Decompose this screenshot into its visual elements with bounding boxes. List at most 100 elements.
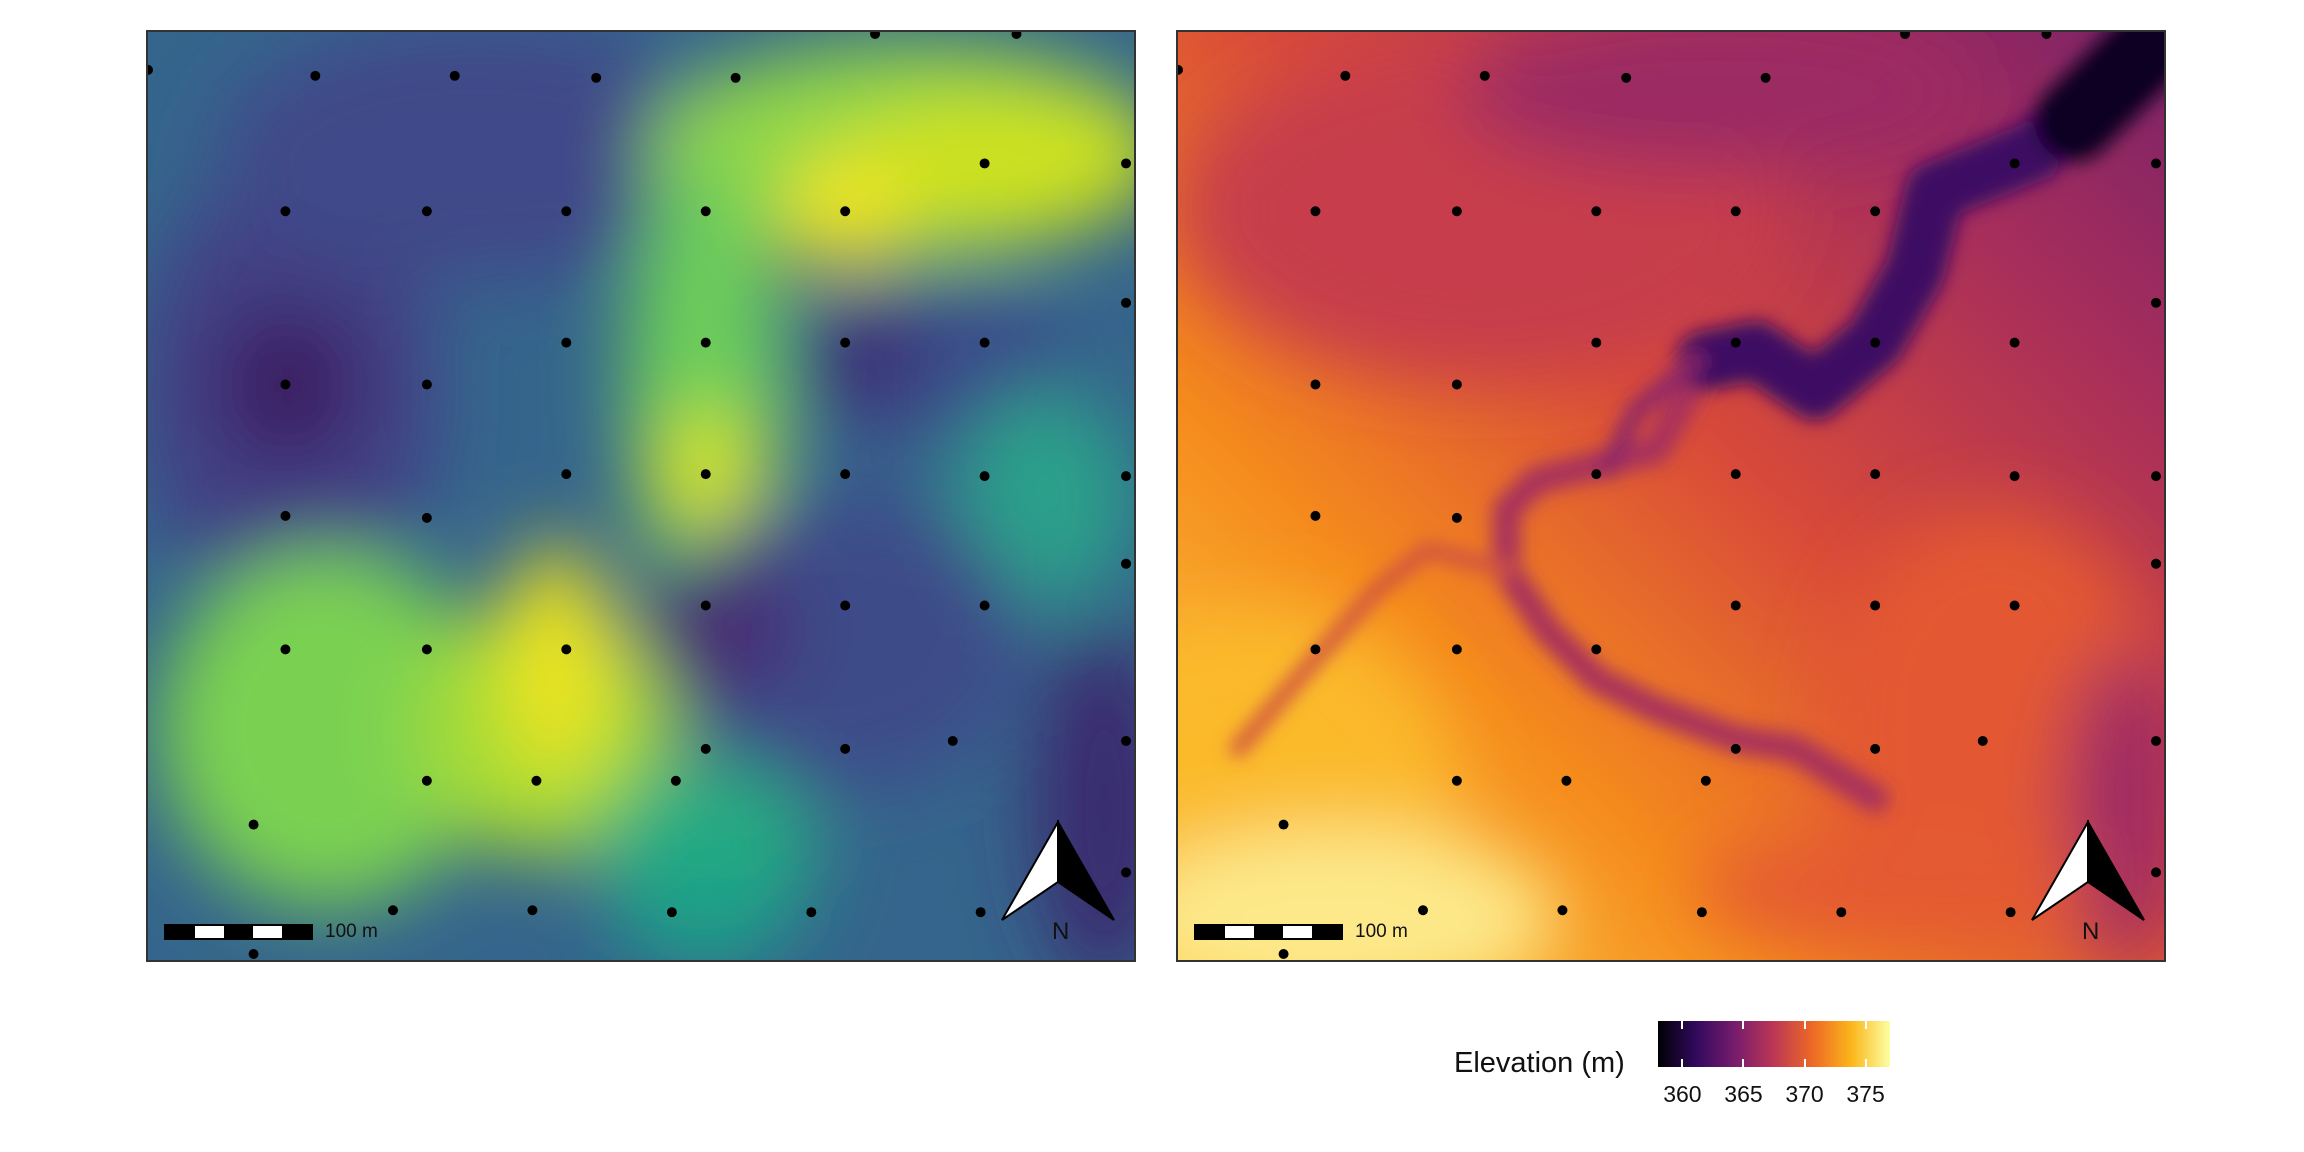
sample-point <box>1340 70 1351 81</box>
sample-point <box>1557 905 1568 916</box>
sample-point <box>1836 907 1847 918</box>
sample-point <box>1730 206 1741 217</box>
sample-point <box>1121 471 1132 482</box>
sample-point <box>1310 206 1321 217</box>
sample-point <box>666 907 677 918</box>
sample-point <box>1011 32 1022 39</box>
scale-bar-label: 100 m <box>325 921 378 942</box>
sample-point <box>1310 510 1321 521</box>
legend-tick-mark <box>1803 1021 1806 1029</box>
legend-tick-mark <box>1803 1059 1806 1067</box>
north-arrow-right: N <box>2030 818 2150 950</box>
sample-point <box>2151 471 2162 482</box>
legend-tick-label: 365 <box>1724 1081 1763 1107</box>
sample-point <box>561 469 572 480</box>
sample-point <box>1591 337 1602 348</box>
map-panel-left: 100 m N <box>146 30 1136 962</box>
north-arrow-icon <box>2031 818 2145 921</box>
legend-tick-mark <box>1864 1021 1867 1029</box>
sample-point <box>1730 600 1741 611</box>
sample-points-left <box>148 32 1132 960</box>
map-panel-right: 100 m N <box>1176 30 2166 962</box>
sample-point <box>1479 70 1490 81</box>
sample-point <box>1760 72 1771 83</box>
north-label: N <box>2082 918 2100 945</box>
sample-point <box>248 819 259 830</box>
sample-point <box>1121 158 1132 169</box>
legend-tick-mark <box>1742 1059 1745 1067</box>
sample-point <box>1310 379 1321 390</box>
sample-point <box>1591 206 1602 217</box>
sample-point <box>561 644 572 655</box>
sample-point <box>1696 907 1707 918</box>
sample-point <box>1730 337 1741 348</box>
sample-point <box>670 775 681 786</box>
sample-point <box>1121 558 1132 569</box>
sample-points-right <box>1178 32 2162 960</box>
sample-point <box>806 907 817 918</box>
sample-point <box>248 949 259 960</box>
sample-point <box>1621 72 1632 83</box>
sample-point <box>148 64 153 75</box>
sample-point <box>2009 158 2020 169</box>
sample-point <box>2151 297 2162 308</box>
raster-right <box>1178 32 2164 960</box>
sample-point <box>1730 743 1741 754</box>
sample-point <box>2151 558 2162 569</box>
legend-tick-label: 370 <box>1785 1081 1824 1107</box>
north-arrow-left: N <box>1000 818 1120 950</box>
sample-point <box>1278 949 1289 960</box>
sample-point <box>421 512 432 523</box>
sample-point <box>947 735 958 746</box>
legend-title: Elevation (m) <box>1454 1047 1625 1079</box>
sample-point <box>561 337 572 348</box>
sample-point <box>591 72 602 83</box>
sample-point <box>1451 644 1462 655</box>
sample-point <box>1591 644 1602 655</box>
scale-bar-left: 100 m <box>164 921 378 942</box>
sample-point <box>1178 64 1183 75</box>
sample-point <box>1730 469 1741 480</box>
sample-point <box>2009 600 2020 611</box>
sample-point <box>561 206 572 217</box>
sample-point <box>979 471 990 482</box>
sample-point <box>1451 206 1462 217</box>
sample-point <box>1121 867 1132 878</box>
sample-point <box>1900 32 1911 39</box>
scale-bar-label: 100 m <box>1355 921 1408 942</box>
sample-point <box>700 337 711 348</box>
sample-point <box>1977 735 1988 746</box>
sample-point <box>421 644 432 655</box>
sample-point <box>421 379 432 390</box>
sample-point <box>449 70 460 81</box>
sample-point <box>1700 775 1711 786</box>
scale-bar-graphic <box>164 924 313 940</box>
sample-point <box>1121 735 1132 746</box>
sample-point <box>2005 907 2016 918</box>
sample-point <box>840 600 851 611</box>
sample-point <box>2009 471 2020 482</box>
sample-point <box>531 775 542 786</box>
sample-point <box>975 907 986 918</box>
sample-point <box>700 469 711 480</box>
sample-point <box>1278 819 1289 830</box>
sample-point <box>421 206 432 217</box>
sample-point <box>979 337 990 348</box>
sample-point <box>979 600 990 611</box>
sample-point <box>1870 469 1881 480</box>
sample-point <box>1870 743 1881 754</box>
sample-point <box>1870 337 1881 348</box>
sample-point <box>840 469 851 480</box>
sample-point <box>700 600 711 611</box>
sample-point <box>388 905 398 916</box>
sample-point <box>840 206 851 217</box>
sample-point <box>870 32 881 39</box>
sample-point <box>2009 337 2020 348</box>
legend-colorbar <box>1658 1021 1890 1067</box>
scale-bar-right: 100 m <box>1194 921 1408 942</box>
sample-point <box>700 743 711 754</box>
raster-left <box>148 32 1134 960</box>
sample-point <box>730 72 741 83</box>
legend-tick-label: 375 <box>1846 1081 1885 1107</box>
sample-point <box>1451 512 1462 523</box>
